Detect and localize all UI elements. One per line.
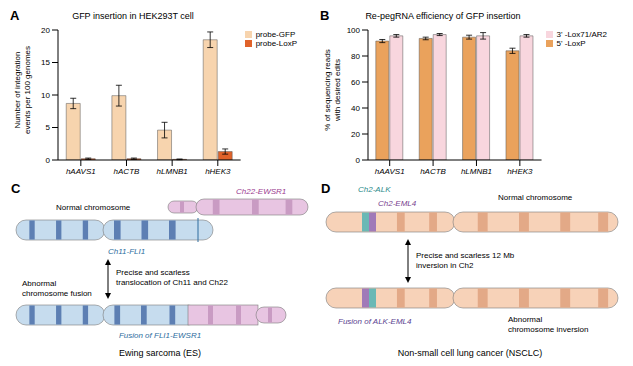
svg-text:Normal chromosome: Normal chromosome <box>56 203 131 212</box>
svg-text:events per 100 genomes: events per 100 genomes <box>23 46 32 134</box>
svg-text:hLMNB1: hLMNB1 <box>157 167 188 176</box>
svg-text:Normal chromosome: Normal chromosome <box>498 193 573 202</box>
svg-text:5: 5 <box>46 123 51 132</box>
svg-text:D: D <box>321 181 330 196</box>
svg-text:0: 0 <box>356 156 361 165</box>
svg-text:Precise and scarless: Precise and scarless <box>116 268 190 277</box>
svg-text:hACTB: hACTB <box>114 167 140 176</box>
svg-text:% of sequencing reads: % of sequencing reads <box>323 49 332 130</box>
svg-text:0: 0 <box>46 156 51 165</box>
svg-text:hLMNB1: hLMNB1 <box>461 167 492 176</box>
html-text:Re-pegRNA efficiency of GFP in: Re-pegRNA efficiency of GFP insertion <box>365 11 521 21</box>
svg-text:100: 100 <box>347 26 361 35</box>
svg-text:inversion in Ch2: inversion in Ch2 <box>416 261 474 270</box>
svg-text:60: 60 <box>351 78 360 87</box>
svg-text:Ewing sarcoma (ES): Ewing sarcoma (ES) <box>119 348 201 358</box>
html-text:A: A <box>10 8 20 23</box>
svg-text:80: 80 <box>351 52 360 61</box>
svg-text:Fusion of ALK-EML4: Fusion of ALK-EML4 <box>338 317 412 326</box>
svg-text:Precise and scarless 12 Mb: Precise and scarless 12 Mb <box>416 251 515 260</box>
svg-text:Number of integration: Number of integration <box>13 52 22 129</box>
svg-text:chromosome fusion: chromosome fusion <box>22 289 92 298</box>
svg-text:translocation of Ch11 and Ch22: translocation of Ch11 and Ch22 <box>116 278 228 287</box>
svg-text:40: 40 <box>351 104 360 113</box>
svg-text:Abnormal: Abnormal <box>508 315 542 324</box>
html-text:GFP insertion in HEK293T cell: GFP insertion in HEK293T cell <box>72 11 194 21</box>
svg-text:Ch22-EWSR1: Ch22-EWSR1 <box>236 187 286 196</box>
html-text:3' -Lox71/AR2: 3' -Lox71/AR2 <box>556 30 607 39</box>
svg-text:20: 20 <box>41 26 50 35</box>
svg-text:C: C <box>11 181 21 196</box>
html-text:5' -LoxP: 5' -LoxP <box>556 39 586 48</box>
svg-text:10: 10 <box>41 91 50 100</box>
svg-text:hACTB: hACTB <box>420 167 446 176</box>
svg-text:hAAVS1: hAAVS1 <box>375 167 405 176</box>
svg-text:20: 20 <box>351 130 360 139</box>
svg-text:Ch11-FLI1: Ch11-FLI1 <box>108 247 145 256</box>
svg-text:15: 15 <box>41 58 50 67</box>
svg-text:chromosome inversion: chromosome inversion <box>508 325 588 334</box>
html-text:probe-GFP: probe-GFP <box>255 30 296 39</box>
svg-text:hAAVS1: hAAVS1 <box>66 167 96 176</box>
svg-text:Ch2-ALK: Ch2-ALK <box>358 185 391 194</box>
svg-text:hHEK3: hHEK3 <box>507 167 533 176</box>
svg-text:hHEK3: hHEK3 <box>205 167 231 176</box>
svg-text:Non-small cell lung cancer (NS: Non-small cell lung cancer (NSCLC) <box>398 348 543 358</box>
svg-text:Abnormal: Abnormal <box>22 279 56 288</box>
svg-text:Ch2-EML4: Ch2-EML4 <box>378 199 417 208</box>
html-text:probe-LoxP: probe-LoxP <box>255 39 297 48</box>
svg-text:Fusion of FLI1-EWSR1: Fusion of FLI1-EWSR1 <box>119 331 201 340</box>
svg-text:with desired edits: with desired edits <box>333 59 342 122</box>
html-text:B: B <box>320 8 330 23</box>
